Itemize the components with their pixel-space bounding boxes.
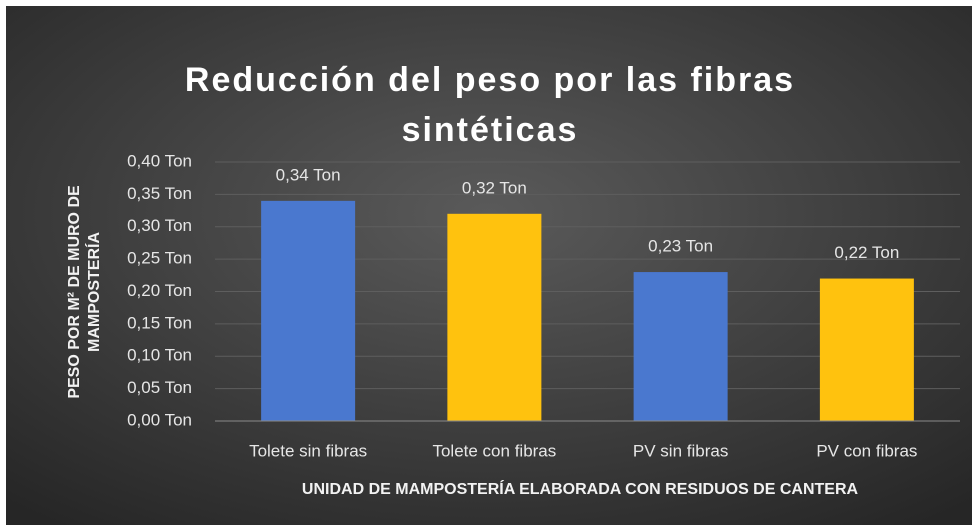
y-tick-label: 0,05 Ton: [127, 378, 192, 397]
y-tick-label: 0,35 Ton: [127, 184, 192, 203]
y-tick-label: 0,10 Ton: [127, 346, 192, 365]
x-tick-label: PV sin fibras: [633, 441, 728, 460]
y-tick-label: 0,20 Ton: [127, 281, 192, 300]
y-tick-label: 0,15 Ton: [127, 313, 192, 332]
x-tick-label: PV con fibras: [816, 441, 917, 460]
y-axis-title-line: MAMPOSTERÍA: [84, 232, 103, 352]
chart-title: sintéticas: [402, 111, 579, 149]
chart-title: Reducción del peso por las fibras: [185, 61, 795, 99]
data-label: 0,34 Ton: [276, 165, 341, 184]
bar: [447, 213, 542, 421]
bar: [819, 278, 914, 421]
x-tick-label: Tolete con fibras: [432, 441, 556, 460]
x-tick-label: Tolete sin fibras: [249, 441, 367, 460]
bar: [261, 200, 356, 421]
data-label: 0,23 Ton: [648, 237, 713, 256]
y-tick-label: 0,25 Ton: [127, 249, 192, 268]
x-axis-title: UNIDAD DE MAMPOSTERÍA ELABORADA CON RESI…: [302, 479, 859, 498]
bar: [633, 272, 728, 421]
y-axis-title-line: PESO POR M² DE MURO DE: [66, 185, 83, 399]
data-label: 0,32 Ton: [462, 178, 527, 197]
y-axis-title: PESO POR M² DE MURO DE MAMPOSTERÍA: [66, 185, 103, 399]
data-label: 0,22 Ton: [834, 243, 899, 262]
y-tick-label: 0,30 Ton: [127, 216, 192, 235]
y-tick-label: 0,00 Ton: [127, 410, 192, 429]
y-tick-label: 0,40 Ton: [127, 151, 192, 170]
